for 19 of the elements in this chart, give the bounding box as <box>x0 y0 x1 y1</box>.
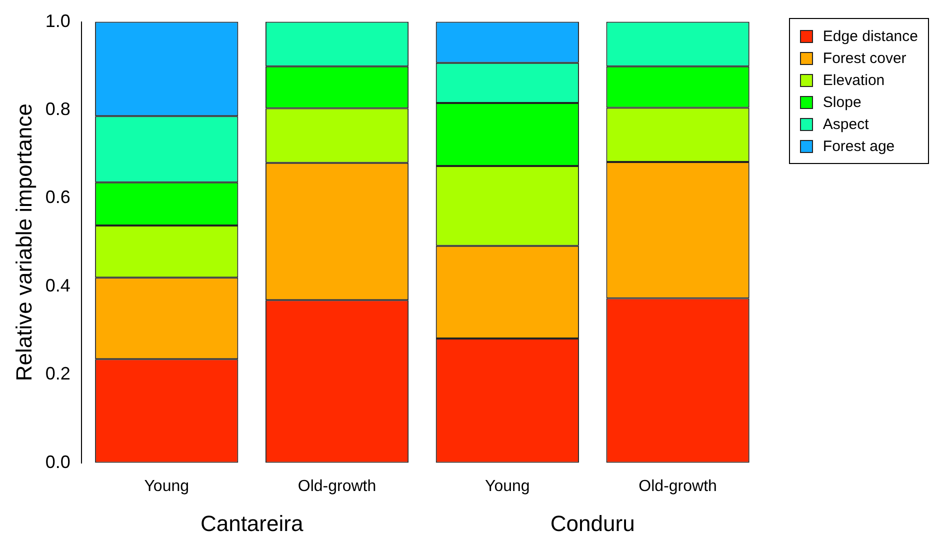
legend-label: Elevation <box>822 72 885 88</box>
y-tick-label: 0.4 <box>45 275 70 296</box>
y-tick-label: 0.2 <box>45 364 70 384</box>
y-axis-title: Relative variable importance <box>11 104 36 382</box>
legend-label: Aspect <box>822 116 869 132</box>
legend-label: Edge distance <box>822 28 918 44</box>
legend-label: Forest age <box>822 138 895 154</box>
x-tick-label: Young <box>485 478 530 495</box>
x-tick-label: Young <box>144 478 190 495</box>
y-tick-label: 0.0 <box>45 452 70 472</box>
x-tick-label: Old-growth <box>298 478 376 495</box>
legend-label: Slope <box>822 94 862 110</box>
y-tick-label: 0.6 <box>45 187 70 208</box>
y-tick-label: 0.8 <box>45 98 70 119</box>
y-tick-label: 1.0 <box>45 10 70 31</box>
text: Cantareira <box>200 511 304 536</box>
legend-label: Forest cover <box>822 50 906 66</box>
x-tick-label: Old-growth <box>638 478 717 495</box>
text: Conduru <box>550 511 635 536</box>
